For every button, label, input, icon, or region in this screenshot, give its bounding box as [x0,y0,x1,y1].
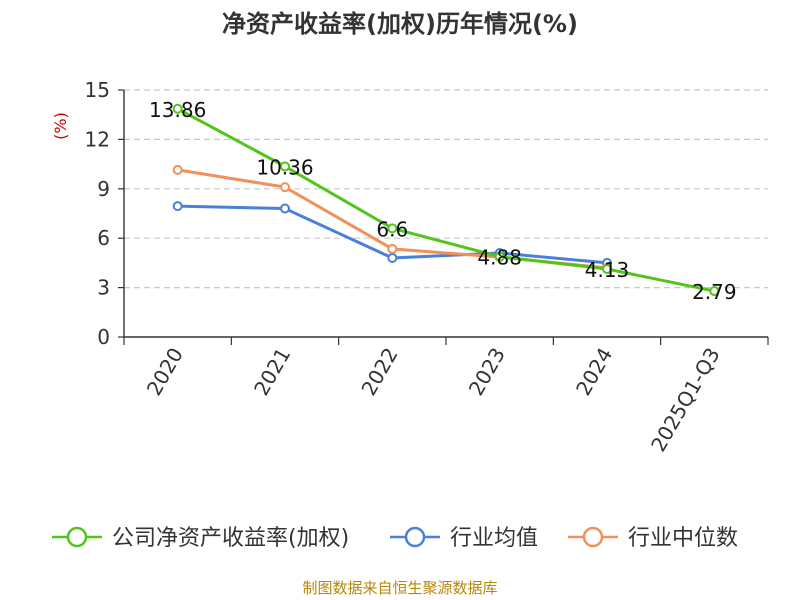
legend-label: 行业均值 [450,526,538,551]
data-labels: 13.86 10.36 6.6 4.88 4.13 2.79 [149,98,737,304]
data-label: 13.86 [149,98,206,122]
data-point [280,182,290,193]
data-label: 10.36 [256,155,313,179]
data-point [602,263,612,274]
legend-label: 公司净资产收益率(加权) [112,526,349,551]
legend: 公司净资产收益率(加权) 行业均值 行业中位数 [52,526,738,551]
gridlines [124,89,768,289]
data-point [709,286,720,297]
x-tick-label: 2024 [571,344,617,400]
data-point [280,161,290,172]
legend-marker [66,526,88,548]
data-label: 4.13 [585,258,630,282]
x-tick-label: 2021 [249,344,295,400]
y-tick-label: 0 [97,325,110,349]
data-point [387,223,398,234]
x-tick-label: 2025Q1-Q3 [646,344,725,456]
data-point [172,103,183,114]
data-label: 2.79 [692,280,737,304]
source-note: 制图数据来自恒生聚源数据库 [302,579,497,597]
data-point [280,203,290,214]
data-point [172,201,183,212]
chart-title: 净资产收益率(加权)历年情况(%) [222,10,578,38]
data-label: 4.88 [477,246,522,270]
legend-marker [582,526,604,548]
x-tick-label: 2023 [464,344,510,400]
y-tick-label: 15 [85,78,110,102]
legend-marker [404,526,426,548]
axes: 0 3 6 9 12 15 2020 2021 2022 2023 2024 2025Q1-Q3 [85,78,769,456]
y-axis-label: (%) [51,112,70,140]
data-label: 6.6 [376,217,408,241]
y-tick-label: 12 [85,127,110,151]
x-tick-label: 2020 [142,344,188,400]
legend-label: 行业中位数 [628,526,738,551]
y-tick-label: 9 [97,177,110,201]
data-point [172,164,183,175]
data-point [387,243,398,254]
y-tick-label: 3 [97,276,110,300]
series-line [176,107,715,293]
y-tick-label: 6 [97,226,110,250]
data-point [387,252,398,263]
series-group [172,103,720,297]
data-point [494,251,505,262]
x-tick-label: 2022 [356,344,402,400]
